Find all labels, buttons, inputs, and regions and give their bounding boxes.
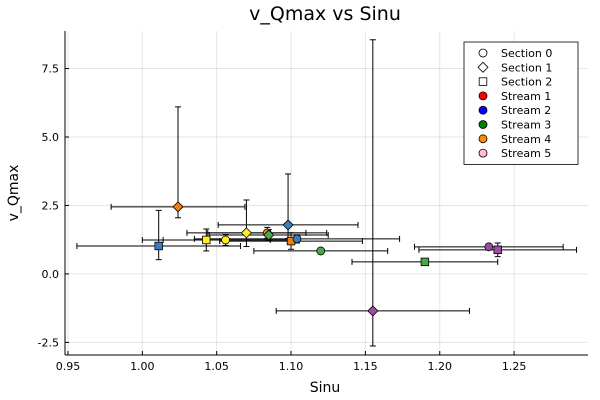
legend-label: Section 2 [501, 76, 552, 89]
point [154, 241, 163, 251]
point [367, 305, 379, 317]
point [202, 235, 211, 245]
legend-label: Stream 3 [501, 119, 551, 132]
legend-label: Stream 1 [501, 90, 551, 103]
x-axis-label: Sinu [310, 380, 341, 396]
legend-marker [477, 61, 489, 73]
legend-marker [478, 105, 488, 115]
point [240, 227, 252, 239]
legend-label: Section 1 [501, 61, 552, 74]
legend-marker [478, 134, 488, 144]
y-tick-label: -2.5 [38, 336, 59, 349]
y-axis-label: v_Qmax [6, 165, 22, 222]
legend-marker [478, 120, 488, 129]
point [493, 245, 502, 255]
point [282, 219, 294, 231]
y-tick-label: 7.5 [42, 63, 60, 76]
legend-label: Section 0 [501, 47, 552, 60]
x-tick-label: 1.15 [353, 360, 378, 373]
x-tick-label: 1.00 [130, 360, 155, 373]
legend-marker [478, 77, 488, 86]
y-tick-label: 2.5 [42, 199, 60, 212]
point [484, 242, 494, 252]
legend-marker [478, 91, 488, 101]
x-tick-label: 1.25 [502, 360, 527, 373]
legend-label: Stream 2 [501, 104, 551, 117]
y-tick-label: 0.0 [42, 268, 60, 281]
point [292, 234, 302, 244]
x-tick-label: 1.05 [204, 360, 229, 373]
point [420, 257, 430, 267]
legend-label: Stream 5 [501, 147, 551, 160]
chart-title: v_Qmax vs Sinu [249, 3, 401, 25]
x-tick-label: 1.20 [427, 360, 452, 373]
y-tick-label: 5.0 [42, 131, 60, 144]
legend-marker [478, 148, 488, 158]
point [316, 246, 326, 256]
x-tick-label: 1.10 [279, 360, 304, 373]
point [221, 235, 231, 245]
point [263, 229, 275, 241]
legend-label: Stream 4 [501, 133, 551, 146]
point [172, 201, 184, 213]
legend-marker [478, 48, 488, 58]
x-tick-label: 0.95 [56, 360, 81, 373]
